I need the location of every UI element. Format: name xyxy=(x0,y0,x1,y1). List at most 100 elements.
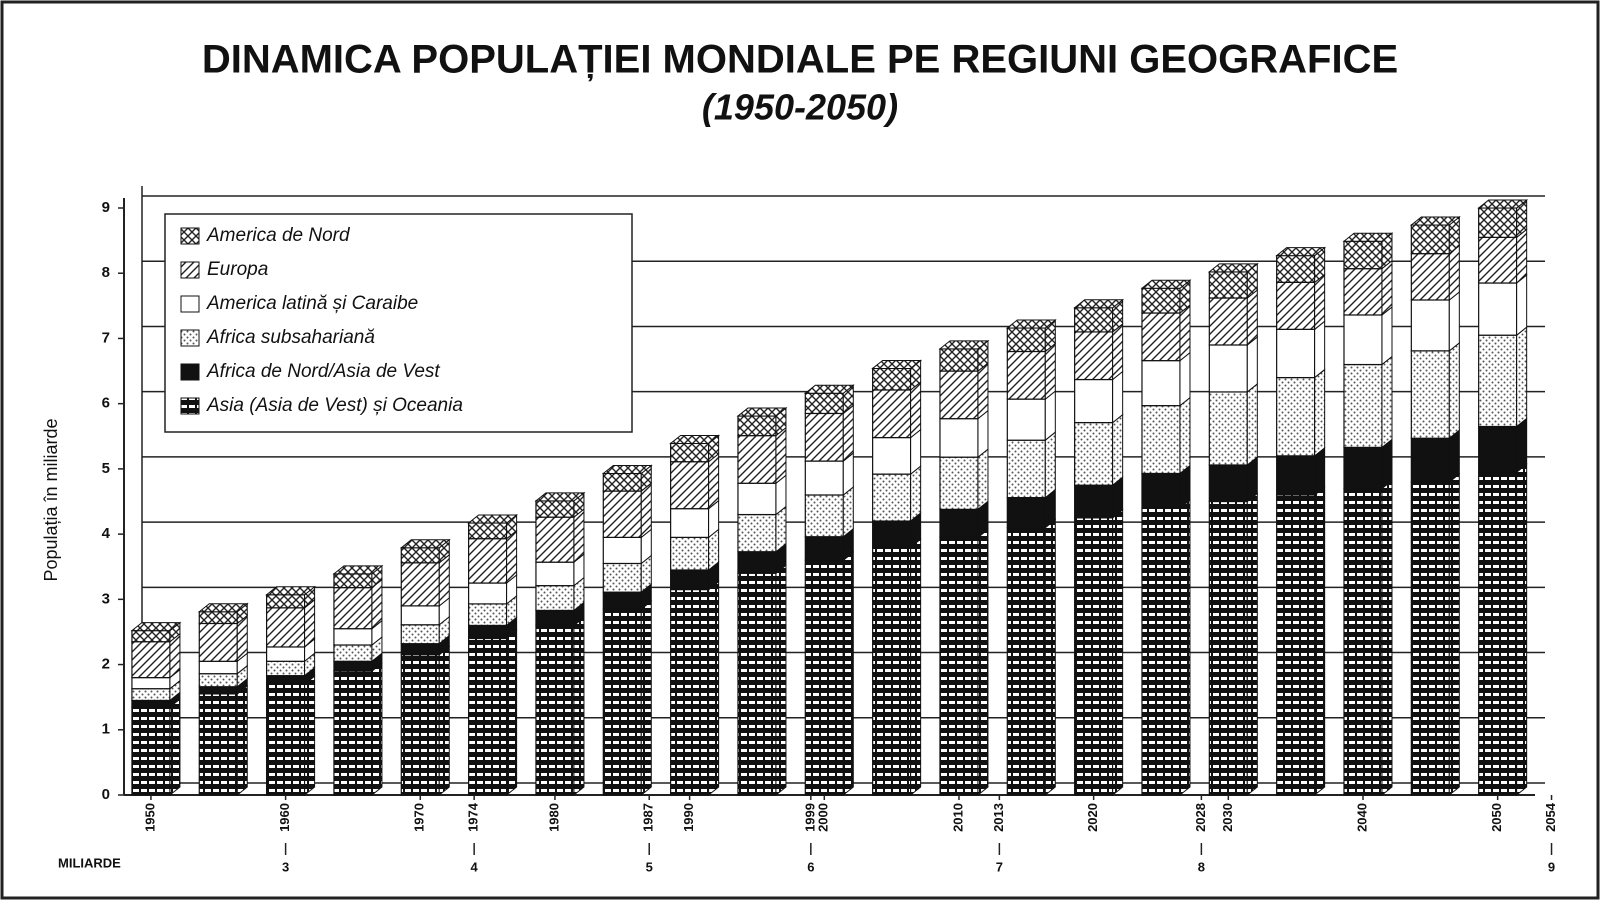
bar-segment xyxy=(1006,526,1046,796)
bar-segment xyxy=(131,706,171,796)
x-tick-label: 2010 xyxy=(950,803,965,832)
bar-side xyxy=(775,564,787,797)
bar-side xyxy=(573,508,585,564)
bar-segment xyxy=(939,370,979,420)
bar-segment xyxy=(804,412,844,462)
legend-label: Africa subsahariană xyxy=(206,327,375,348)
bar-top xyxy=(871,359,923,369)
bar-segment xyxy=(131,688,171,702)
bar-segment xyxy=(1478,471,1518,796)
bar-segment xyxy=(670,536,710,571)
bar-side xyxy=(438,645,450,797)
bar-segment xyxy=(1074,331,1114,381)
bar-segment xyxy=(535,585,575,612)
bar-segment xyxy=(804,559,844,796)
bar-side xyxy=(1314,273,1326,331)
bar-segment xyxy=(1006,327,1046,353)
bar-segment xyxy=(1410,299,1450,352)
legend-swatch xyxy=(180,295,200,313)
bar-side xyxy=(1112,370,1124,424)
bar-segment xyxy=(535,609,575,627)
bar-side xyxy=(506,529,518,585)
bar-segment xyxy=(1478,282,1518,336)
bar-side xyxy=(842,404,854,463)
x-tick-label: 1960 xyxy=(277,803,292,832)
bar-side xyxy=(977,528,989,797)
bar-segment xyxy=(1410,253,1450,301)
bar-side xyxy=(1044,342,1056,401)
bar-side xyxy=(977,362,989,420)
bar-side xyxy=(1044,431,1056,499)
bar-segment xyxy=(131,699,171,708)
x-tick-label: 2028 xyxy=(1193,803,1208,832)
bar-segment xyxy=(1208,271,1248,299)
legend-label: America de Nord xyxy=(206,225,351,246)
legend-swatch xyxy=(180,397,200,415)
bar-segment xyxy=(1208,297,1248,346)
bar-side xyxy=(842,551,854,797)
bar-top xyxy=(1207,263,1259,273)
bar-segment xyxy=(1343,446,1383,490)
bar-segment xyxy=(670,442,710,463)
bar-side xyxy=(1112,322,1124,381)
x-tick-label: 2054 xyxy=(1543,802,1558,832)
bar-segment xyxy=(872,520,912,548)
bar-segment xyxy=(131,630,171,643)
bar-top xyxy=(332,565,384,575)
y-tick-label: 2 xyxy=(102,656,110,673)
x-tick-label: 2040 xyxy=(1354,803,1369,832)
y-tick-label: 8 xyxy=(102,264,110,281)
bar-segment xyxy=(198,686,238,695)
bar-segment xyxy=(1276,494,1316,796)
x-tick-label: 1987 xyxy=(641,803,656,832)
bar-side xyxy=(1246,288,1258,347)
bar-side xyxy=(573,616,585,797)
legend-swatch xyxy=(180,363,200,381)
bar-segment xyxy=(1141,405,1181,475)
bar-side xyxy=(438,553,450,607)
bar-top xyxy=(1073,299,1125,309)
bar-top xyxy=(669,434,721,444)
y-tick-label: 9 xyxy=(102,199,110,216)
bar-top xyxy=(1409,216,1461,226)
bar-side xyxy=(1448,341,1460,440)
bar-segment xyxy=(131,641,171,679)
bar-segment xyxy=(804,536,844,561)
bar-side xyxy=(977,448,989,511)
legend-swatch xyxy=(180,329,200,347)
bar-segment xyxy=(198,622,238,662)
bar-segment xyxy=(400,547,440,564)
legend-label: Asia (Asia de Vest) și Oceania xyxy=(206,395,463,416)
bar-top xyxy=(1005,319,1057,329)
bar-segment xyxy=(198,611,238,625)
bar-segment xyxy=(939,508,979,538)
bar-side xyxy=(1179,351,1191,407)
x-tick-label: 2030 xyxy=(1220,803,1235,832)
bar-side xyxy=(1179,303,1191,362)
bar-side xyxy=(1179,498,1191,797)
bar-side xyxy=(1246,335,1258,393)
bar-segment xyxy=(1208,391,1248,466)
bar-segment xyxy=(804,494,844,538)
x-tick-label: 2013 xyxy=(991,803,1006,832)
bar-segment xyxy=(1343,268,1383,316)
bar-segment xyxy=(198,693,238,796)
bar-segment xyxy=(602,562,642,593)
bar-top xyxy=(130,622,182,632)
bar-segment xyxy=(1006,350,1046,400)
bar-side xyxy=(1516,326,1528,428)
bar-side xyxy=(842,485,854,538)
bar-side xyxy=(910,380,922,439)
bar-segment xyxy=(1478,236,1518,284)
bar-side xyxy=(910,465,922,523)
bar-segment xyxy=(1208,500,1248,796)
bar-segment xyxy=(1276,455,1316,496)
bar-segment xyxy=(1141,507,1181,796)
bar-side xyxy=(1516,273,1528,337)
milestone-value: 3 xyxy=(282,859,289,874)
bar-segment xyxy=(804,460,844,496)
bar-segment xyxy=(1276,281,1316,330)
x-tick-label: 1999 xyxy=(802,803,817,832)
bar-top xyxy=(1140,279,1192,289)
bar-side xyxy=(1516,228,1528,285)
